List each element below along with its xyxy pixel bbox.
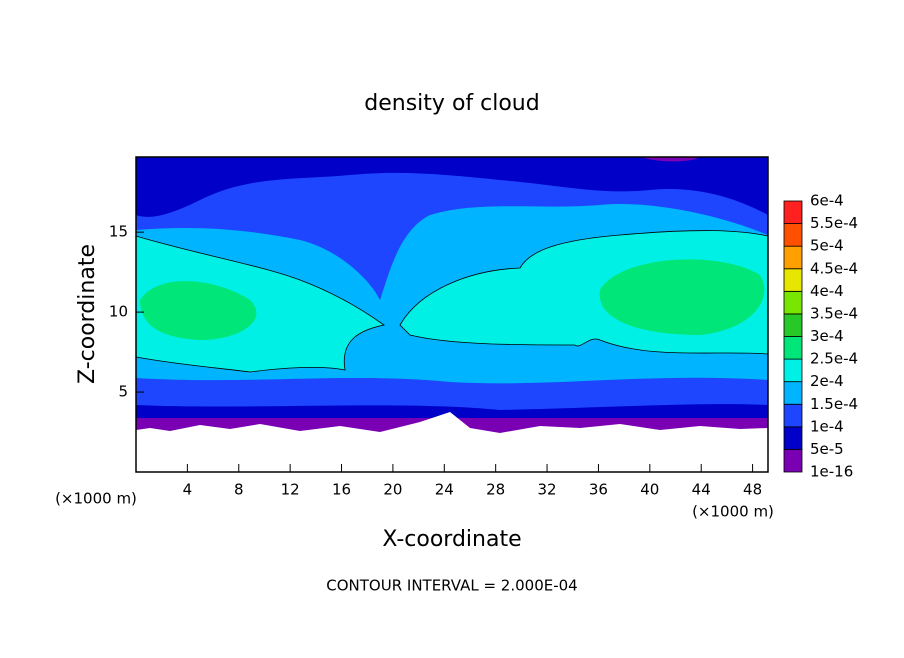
colorbar-box: [783, 223, 803, 247]
colorbar-label: 2.5e-4: [810, 350, 858, 368]
plot-frame: [135, 156, 769, 473]
x-tick-label: 24: [435, 481, 454, 499]
colorbar-label: 6e-4: [810, 192, 844, 210]
colorbar-box: [783, 290, 803, 315]
x-tick-label: 40: [640, 481, 659, 499]
x-tick-label: 44: [692, 481, 711, 499]
x-tick-label: 20: [383, 481, 402, 499]
colorbar-box: [783, 313, 803, 337]
x-tick-label: 28: [486, 481, 505, 499]
colorbar-box: [783, 336, 803, 360]
colorbar-label: 3.5e-4: [810, 304, 858, 322]
colorbar-box: [783, 449, 803, 473]
x-tick-label: 32: [538, 481, 557, 499]
colorbar-label: 5e-5: [810, 440, 844, 458]
x-unit: (×1000 m): [692, 503, 774, 521]
contour-note: CONTOUR INTERVAL = 2.000E-04: [326, 577, 577, 595]
chart-title: density of cloud: [364, 91, 539, 116]
y-axis-label: Z-coordinate: [75, 244, 100, 384]
ground: [136, 412, 768, 472]
colorbar-label: 1e-16: [810, 463, 853, 481]
colorbar-label: 4e-4: [810, 282, 844, 300]
colorbar-box: [783, 245, 803, 270]
colorbar-label: 1.5e-4: [810, 395, 858, 413]
x-axis-label: X-coordinate: [382, 527, 521, 552]
colorbar-box: [783, 268, 803, 292]
colorbar-box: [783, 358, 803, 383]
colorbar-label: 5e-4: [810, 237, 844, 255]
colorbar-label: 5.5e-4: [810, 214, 858, 232]
x-tick-label: 36: [589, 481, 608, 499]
colorbar-label: 4.5e-4: [810, 259, 858, 277]
contour-region: [599, 259, 765, 335]
colorbar-label: 2e-4: [810, 372, 844, 390]
contour-region: [140, 281, 257, 340]
colorbar-box: [783, 426, 803, 450]
colorbar-label: 3e-4: [810, 327, 844, 345]
contour-region: [136, 157, 768, 217]
y-tick-label: 10: [109, 303, 128, 321]
x-tick-label: 48: [743, 481, 762, 499]
y-tick-label: 5: [118, 383, 128, 401]
y-tick-label: 15: [109, 223, 128, 241]
colorbar-box: [783, 381, 803, 405]
x-tick-label: 8: [234, 481, 244, 499]
y-unit: (×1000 m): [55, 490, 137, 508]
contour-region: [640, 157, 700, 162]
contour-region: [136, 157, 768, 300]
x-tick-label: 16: [332, 481, 351, 499]
x-tick-label: 4: [183, 481, 193, 499]
colorbar-box: [783, 200, 803, 224]
colorbar-box: [783, 403, 803, 428]
colorbar-label: 1e-4: [810, 417, 844, 435]
x-tick-label: 12: [281, 481, 300, 499]
